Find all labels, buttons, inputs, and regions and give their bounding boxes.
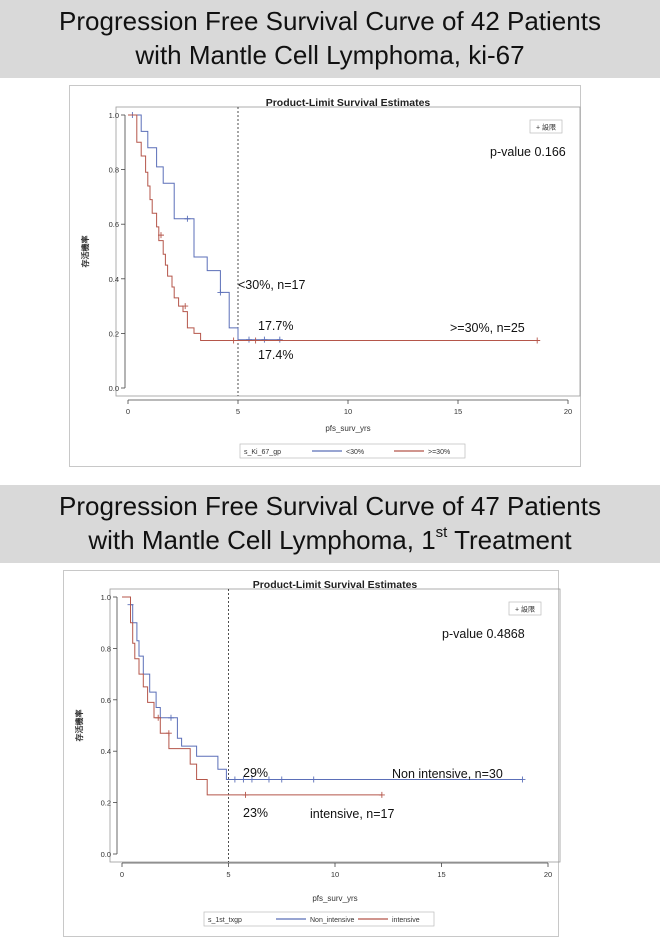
chart-2-series-1-censor-mark [310,776,317,783]
chart-2-series-1-censor-mark [519,776,526,783]
chart-2-series-1-line [122,596,523,780]
banner-2-line-2-text: with Mantle Cell Lymphoma, 1 [88,525,436,555]
chart-1-annotation-pvalue: p-value 0.166 [490,145,566,159]
chart-2-series-2-censor-mark [165,730,172,737]
banner-2-line-1: Progression Free Survival Curve of 47 Pa… [59,491,601,521]
chart-2-y-tick-label: 0.4 [101,747,111,756]
chart-1-legend-label-2: >=30% [428,449,450,456]
chart-2-x-axis-label: pfs_surv_yrs [312,894,357,903]
chart-2-x-tick-label: 20 [544,870,552,879]
chart-2-annotation-a3: Non intensive, n=30 [392,767,503,781]
chart-1-series-2-censor-mark [534,337,541,344]
banner-1-line-2-text: with Mantle Cell Lymphoma, ki-67 [135,40,525,70]
chart-1-legend-label-1: <30% [346,449,364,456]
chart-1-panel: Product-Limit Survival Estimates 0 5 10 15 20… [69,85,581,467]
chart-1-x-axis-label: pfs_surv_yrs [325,424,370,433]
chart-2-series-2-censor-mark [378,791,385,798]
chart-2-series-1-censor-mark [248,776,255,783]
chart-2-title: Product-Limit Survival Estimates [253,579,418,591]
banner-1-line-2: with Mantle Cell Lymphoma, ki-67 [0,38,660,72]
chart-1-x-tick-label: 10 [344,407,352,416]
chart-2-series-2-censor-mark [155,714,162,721]
chart-2-x-tick-label: 10 [331,870,339,879]
chart-2-censor-legend-box [508,601,542,616]
chart-2-y-tick-label: 1.0 [101,593,111,602]
chart-1-y-tick-label: 0.2 [109,329,119,338]
chart-1-series-2-censor-mark [252,337,259,344]
chart-2-y-axis-label: 存活機率 [74,710,84,743]
chart-1-series-1-censor-mark [261,336,268,343]
chart-2-x-tick-label: 15 [437,870,445,879]
chart-1-y-tick-label: 0.6 [109,220,119,229]
chart-2-legend-label-1: Non_intensive [310,917,354,924]
chart-1-series-1-line [128,114,280,341]
chart-1-y-axis-label: 存活機率 [80,236,90,269]
chart-1-series-1-censor-mark [246,336,252,343]
chart-2-y-tick-label: 0.8 [101,644,111,653]
chart-1-annotation-a1: <30%, n=17 [238,278,305,292]
banner-2-line-2-tail: Treatment [447,525,572,555]
chart-2-series-2-line [122,596,382,796]
chart-2-y-tick-label: 0.6 [101,696,111,705]
chart-1-series-2-line [128,114,538,341]
chart-1-y-tick-label: 0.8 [109,166,119,175]
chart-1-annotation-a3: 17.4% [258,348,293,362]
chart-1-y-tick-label: 0.0 [109,384,119,393]
chart-2-series-2-censor-mark [242,791,249,798]
chart-1-x-tick-label: 15 [454,407,462,416]
chart-1-x-tick-label: 5 [236,407,240,416]
chart-2-series-1-censor-mark [278,776,285,783]
chart-1-series-2-censor-mark [182,303,189,310]
chart-1-y-tick-label: 0.4 [109,275,119,284]
chart-1-annotation-a2: 17.7% [258,319,293,333]
chart-1-y-tick-label: 1.0 [109,111,119,120]
chart-2-legend-box [203,911,435,927]
chart-2-series-1-censor-mark [231,776,238,783]
chart-1-title: Product-Limit Survival Estimates [266,97,431,109]
chart-1-censor-legend-box [529,119,563,134]
chart-1-series-2-censor-mark [158,232,164,239]
chart-2-series-1-censor-mark [265,776,272,783]
chart-2-legend-title: s_1st_txgp [208,917,242,924]
chart-1-series-2-censor-mark [230,337,237,344]
chart-2-series-1-censor-mark [240,776,247,783]
chart-1-svg: Product-Limit Survival Estimates 0 5 10 15 20… [80,97,581,459]
chart-2-svg: Product-Limit Survival Estimates 0 5 10 15 20… [74,579,561,927]
chart-1-x-tick-label: 20 [564,407,572,416]
chart-2-panel: Product-Limit Survival Estimates 0 5 10 15 20… [63,570,561,937]
chart-2-series-1-censor-mark [167,714,174,721]
chart-1-annotation-a4: >=30%, n=25 [450,321,525,335]
chart-1-series-1-censor-mark [276,336,283,343]
chart-1-x-tick-label: 0 [126,407,130,416]
chart-2-y-tick-label: 0.0 [101,850,111,859]
chart-2-annotation-pvalue: p-value 0.4868 [442,627,525,641]
chart-2-annotation-a1: 29% [243,766,268,780]
chart-2-x-tick-label: 0 [120,870,124,879]
chart-2-annotation-a4: intensive, n=17 [310,807,394,821]
chart-1-plot-frame [115,106,581,397]
chart-2-annotation-a2: 23% [243,806,268,820]
chart-2-censor-legend: + 設限 [515,605,535,614]
banner-1-line-1: Progression Free Survival Curve of 42 Pa… [59,6,601,36]
chart-1-legend-title: s_Ki_67_gp [244,449,281,456]
chart-1-legend-box [239,443,466,459]
chart-1-series-1-censor-mark [217,289,224,296]
chart-2-banner: Progression Free Survival Curve of 47 Pa… [0,485,660,563]
chart-2-y-tick-label: 0.2 [101,799,111,808]
chart-1-banner: Progression Free Survival Curve of 42 Pa… [0,0,660,78]
chart-1-series-1-censor-mark [184,215,191,222]
chart-1-censor-legend: + 設限 [536,123,556,132]
chart-2-x-tick-label: 5 [226,870,230,879]
banner-2-superscript: st [435,524,448,542]
chart-2-legend-label-2: intensive [392,917,420,924]
chart-2-plot-frame [109,588,561,863]
banner-2-line-2: with Mantle Cell Lymphoma, 1st Treatment [0,523,660,557]
